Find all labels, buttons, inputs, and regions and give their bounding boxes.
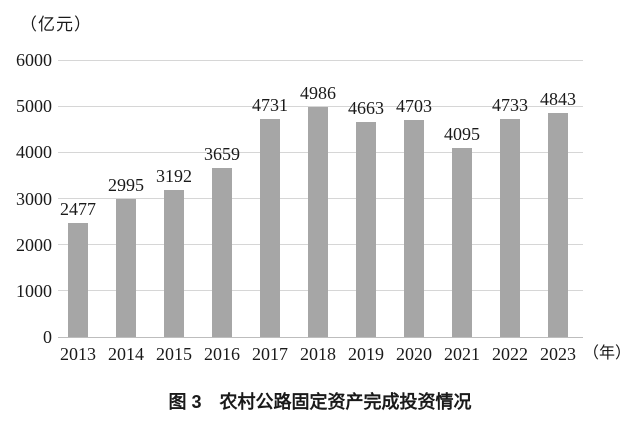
y-tick-label: 3000	[16, 188, 52, 209]
bar-value-label: 3192	[156, 165, 192, 186]
y-tick-label: 0	[43, 327, 52, 347]
x-tick-label-2017: 2017	[252, 344, 288, 364]
x-tick-label-2016: 2016	[204, 344, 240, 364]
bar-value-label: 4095	[444, 123, 480, 144]
bar-value-label: 4731	[252, 94, 288, 115]
x-tick-label-2023: 2023	[540, 344, 576, 364]
y-tick-label: 2000	[16, 234, 52, 255]
bar-value-label: 3659	[204, 144, 240, 165]
x-tick-label-2015: 2015	[156, 344, 192, 364]
x-tick-label-2013: 2013	[60, 344, 96, 364]
plot-area: 2477 2995 3192 3659 4731 4986 4663 4703 4095 4733…	[58, 59, 583, 338]
y-tick-label: 1000	[16, 280, 52, 301]
y-tick-label: 5000	[16, 96, 52, 117]
gridline	[58, 105, 583, 107]
bar-value-label: 2477	[60, 198, 96, 219]
y-axis-unit-label: （亿元）	[20, 15, 92, 34]
bar-2021	[452, 147, 472, 337]
bar-2018	[308, 106, 328, 337]
bar-2019	[356, 121, 376, 337]
y-tick-label: 4000	[16, 142, 52, 163]
bar-value-label: 2995	[108, 174, 144, 195]
bar-2023	[548, 113, 568, 337]
bar-2015	[164, 189, 184, 337]
x-tick-label-2014: 2014	[108, 344, 144, 364]
bar-2017	[260, 118, 280, 337]
bar-2013	[68, 222, 88, 337]
x-axis-baseline	[58, 336, 583, 338]
x-tick-label-2020: 2020	[396, 344, 432, 364]
x-tick-label-2022: 2022	[492, 344, 528, 364]
bar-value-label: 4843	[540, 89, 576, 110]
x-tick-label-2021: 2021	[444, 344, 480, 364]
x-tick-label-2019: 2019	[348, 344, 384, 364]
bar-value-label: 4703	[396, 95, 432, 116]
bar-2016	[212, 168, 232, 337]
bar-2014	[116, 198, 136, 337]
x-axis-unit-label: （年）	[583, 345, 632, 362]
gridline	[58, 59, 583, 61]
bar-value-label: 4986	[300, 82, 336, 103]
figure-caption: 图 3 农村公路固定资产完成投资情况	[168, 392, 472, 412]
bar-value-label: 4733	[492, 94, 528, 115]
bar-value-label: 4663	[348, 97, 384, 118]
bar-2020	[404, 119, 424, 337]
y-tick-label: 6000	[16, 50, 52, 70]
bar-2022	[500, 118, 520, 337]
x-tick-label-2018: 2018	[300, 344, 336, 364]
